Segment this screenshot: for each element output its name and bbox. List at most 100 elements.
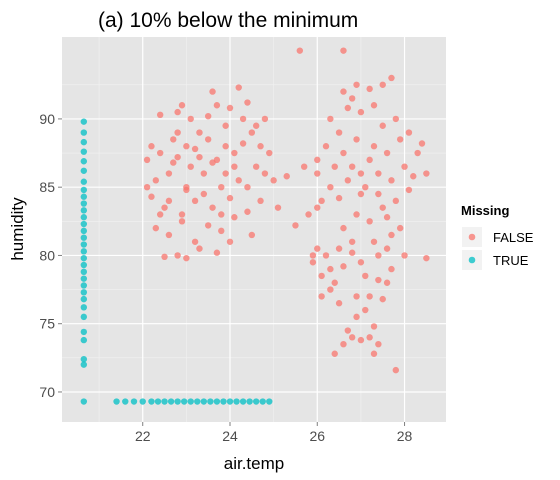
data-point-true [80, 158, 88, 165]
data-point-false [383, 245, 391, 252]
x-axis-title: air.temp [224, 454, 284, 473]
data-point-false [152, 224, 160, 232]
data-point-false [218, 227, 225, 235]
data-point-true [220, 398, 227, 405]
data-point-true [233, 398, 240, 405]
data-point-false [370, 143, 378, 150]
data-point-false [405, 186, 413, 194]
legend-label-false: FALSE [493, 230, 534, 245]
data-point-false [340, 224, 347, 232]
data-point-true [194, 398, 201, 405]
data-point-false [296, 47, 304, 54]
data-point-true [80, 118, 88, 125]
data-point-false [388, 74, 395, 82]
data-point-false [309, 259, 317, 266]
data-point-true [113, 398, 120, 405]
data-point-false [370, 102, 378, 109]
data-point-false [209, 204, 216, 211]
data-point-false [383, 149, 391, 157]
data-point-false [156, 149, 164, 157]
data-point-true [80, 241, 88, 248]
data-point-false [318, 293, 325, 300]
y-tick-label: 75 [39, 316, 55, 332]
data-point-false [200, 190, 208, 198]
data-point-false [392, 115, 400, 123]
data-point-false [379, 81, 386, 88]
data-point-true [139, 398, 146, 405]
legend-label-true: TRUE [493, 253, 529, 268]
data-point-true [80, 248, 88, 255]
data-point-false [222, 143, 229, 150]
x-tick-label: 24 [222, 428, 238, 444]
data-point-true [80, 268, 88, 276]
data-point-true [148, 398, 155, 405]
data-point-false [383, 214, 391, 221]
data-point-false [257, 197, 264, 205]
data-point-false [244, 208, 251, 215]
data-point-false [396, 136, 404, 143]
data-point-true [80, 328, 88, 336]
data-point-false [375, 190, 382, 198]
data-point-false [405, 129, 413, 136]
data-point-true [154, 398, 162, 405]
data-point-false [353, 211, 360, 218]
data-point-true [187, 398, 194, 405]
data-point-false [161, 204, 168, 211]
data-point-true [80, 129, 88, 136]
y-tick-label: 70 [39, 384, 55, 400]
data-point-false [270, 177, 277, 184]
data-point-false [183, 186, 190, 194]
plot-panel [62, 37, 446, 422]
data-point-true [252, 398, 260, 405]
data-point-false [204, 112, 212, 120]
data-point-false [226, 238, 234, 245]
data-point-false [335, 245, 343, 252]
data-point-false [261, 170, 269, 177]
data-point-false [362, 183, 369, 191]
chart-title: (a) 10% below the minimum [98, 9, 358, 32]
data-point-false [252, 163, 260, 170]
data-point-false [170, 159, 177, 166]
x-tick-label: 22 [135, 428, 151, 444]
data-point-true [80, 361, 88, 368]
data-point-false [196, 153, 203, 161]
data-point-true [80, 220, 88, 228]
data-point-false [165, 231, 173, 239]
data-point-false [348, 95, 356, 102]
data-point-false [300, 163, 308, 170]
data-point-false [366, 85, 373, 93]
data-point-true [80, 355, 88, 363]
data-point-false [244, 183, 251, 191]
data-point-false [209, 88, 216, 95]
data-point-false [314, 170, 321, 177]
data-point-false [292, 222, 299, 229]
data-point-false [348, 163, 356, 170]
x-tick-label: 26 [309, 428, 325, 444]
data-point-false [239, 115, 247, 123]
data-point-false [357, 336, 365, 344]
data-point-false [226, 194, 234, 202]
data-point-false [388, 177, 395, 184]
data-point-true [80, 234, 88, 241]
data-point-false [423, 170, 430, 177]
data-point-false [183, 143, 190, 150]
data-point-false [148, 143, 155, 150]
data-point-true [161, 398, 168, 405]
data-point-false [244, 99, 251, 106]
data-point-false [353, 293, 360, 300]
data-point-false [340, 47, 347, 54]
grid-major [62, 37, 446, 422]
data-point-false [344, 104, 352, 112]
x-tick-label: 28 [397, 428, 413, 444]
data-point-true [80, 214, 88, 221]
data-point-false [366, 156, 373, 164]
data-point-true [80, 186, 88, 194]
data-point-true [80, 398, 88, 405]
data-point-false [309, 252, 317, 259]
data-point-true [80, 282, 88, 289]
data-point-false [392, 366, 400, 374]
data-point-true [80, 148, 88, 155]
data-point-true [80, 261, 88, 269]
data-point-false [362, 272, 369, 280]
data-point-false [322, 143, 330, 150]
